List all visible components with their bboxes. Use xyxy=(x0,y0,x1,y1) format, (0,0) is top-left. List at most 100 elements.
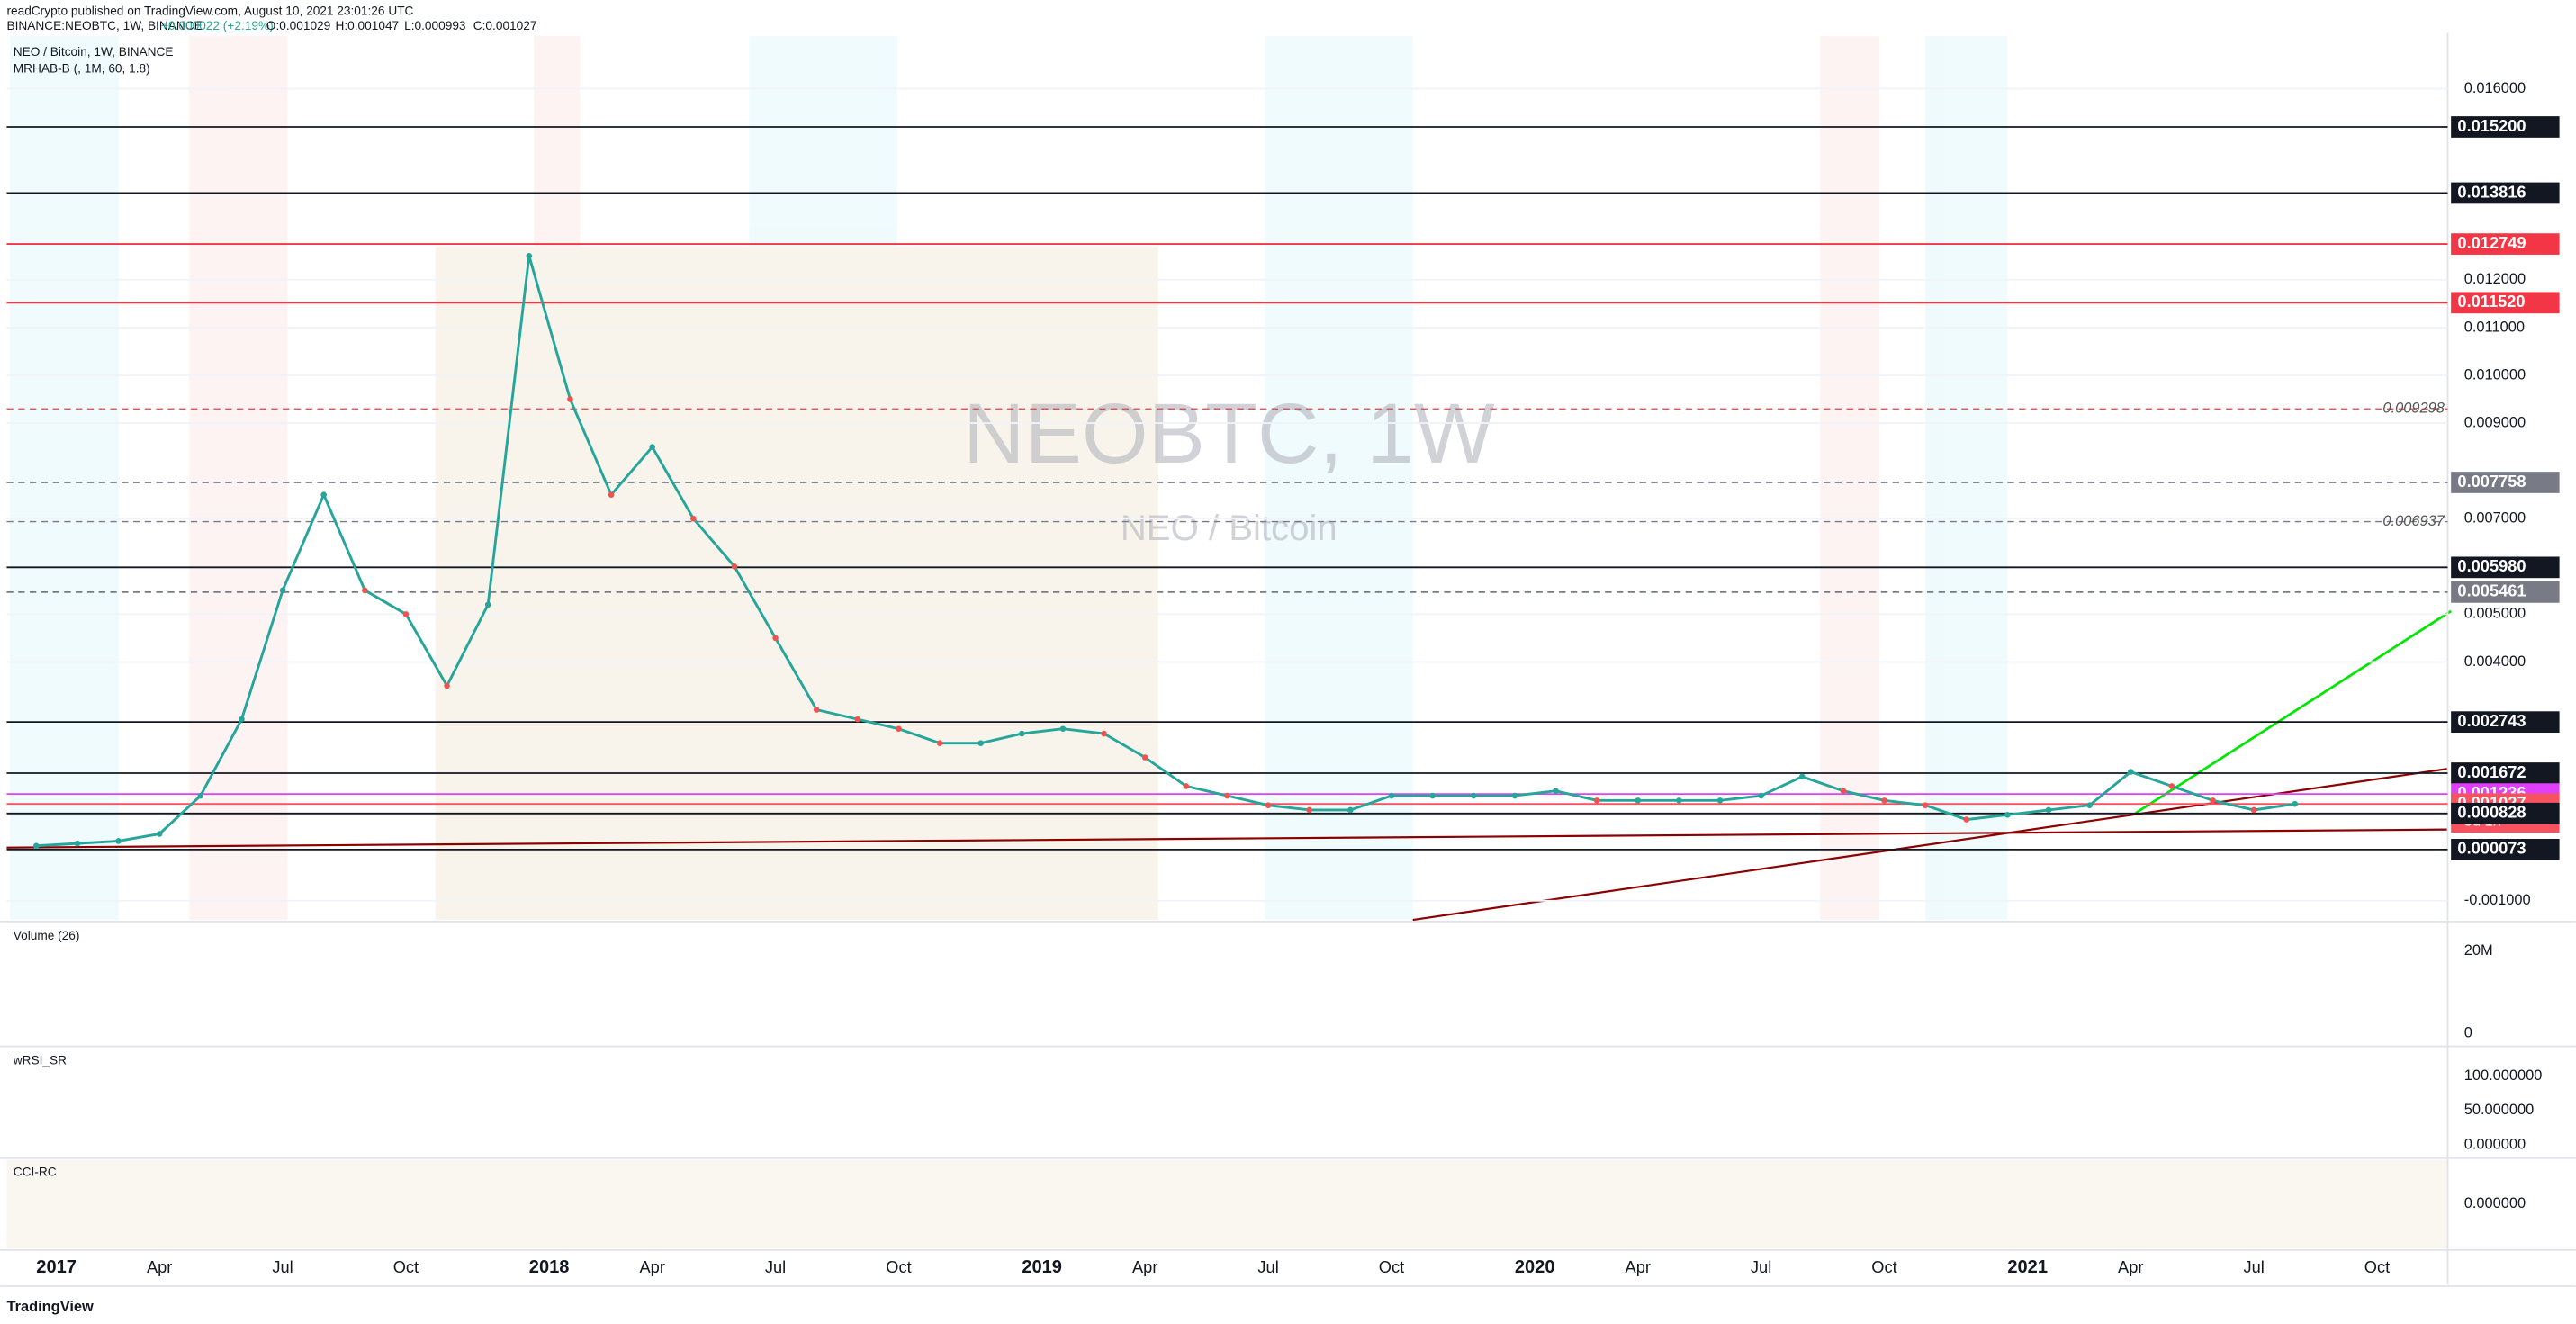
price-label: 0.015200 xyxy=(2457,116,2526,135)
price-point xyxy=(2045,806,2052,814)
price-point xyxy=(444,682,450,689)
price-label: 0.000073 xyxy=(2457,839,2526,858)
trendline xyxy=(2134,609,2452,815)
price-point xyxy=(608,491,615,498)
price-label-box xyxy=(2451,762,2560,784)
price-point xyxy=(2127,769,2134,775)
x-tick-label: Jul xyxy=(1257,1257,1278,1276)
pane-tick-label: 100.000000 xyxy=(2464,1067,2543,1084)
price-point xyxy=(731,563,738,570)
price-point xyxy=(1511,792,1518,799)
price-point xyxy=(854,716,861,723)
price-point xyxy=(813,707,820,713)
price-point xyxy=(1470,792,1477,799)
legend-indicator: MRHAB-B (, 1M, 60, 1.8) xyxy=(14,61,150,75)
x-tick-label: Oct xyxy=(1379,1257,1404,1276)
price-point xyxy=(362,587,368,594)
pane-tick-label: 50.000000 xyxy=(2464,1102,2535,1118)
pane-tick-label: 0.000000 xyxy=(2464,1136,2526,1152)
price-label: 0.007758 xyxy=(2457,472,2526,491)
price-label-box xyxy=(2451,233,2560,255)
price-point xyxy=(690,515,697,522)
price-point xyxy=(1676,797,1682,804)
price-label: 0.002743 xyxy=(2457,711,2526,730)
price-point xyxy=(1101,730,1107,737)
ohlc: L:0.000993 xyxy=(404,19,465,32)
y-tick-label: -0.001000 xyxy=(2464,892,2531,908)
price-label-box xyxy=(2451,116,2560,138)
price-label-box xyxy=(2451,556,2560,579)
pane-tick-label: 0.000000 xyxy=(2464,1195,2526,1211)
price-label: 0.012749 xyxy=(2457,233,2526,252)
x-tick-label: Apr xyxy=(1132,1257,1157,1276)
price-point xyxy=(772,635,779,642)
ohlc: C:0.001027 xyxy=(473,19,537,32)
price-label-box xyxy=(2451,292,2560,314)
price-point xyxy=(2004,811,2011,818)
cloud xyxy=(435,246,1158,921)
x-tick-label: Apr xyxy=(639,1257,664,1276)
price-point xyxy=(1306,806,1313,814)
price-point xyxy=(1429,792,1436,799)
pane-tick-label: 0 xyxy=(2464,1024,2472,1040)
price-point xyxy=(1758,792,1764,799)
price-point xyxy=(402,611,410,617)
price-point xyxy=(1798,773,1806,780)
x-tick-label: Jul xyxy=(1751,1257,1771,1276)
pane-tick-label: 20M xyxy=(2464,942,2493,959)
price-point xyxy=(1635,797,1642,804)
x-tick-label: 2017 xyxy=(36,1257,77,1277)
x-tick-label: Apr xyxy=(147,1257,172,1276)
price-label: 0.001672 xyxy=(2457,762,2526,781)
price-label-box xyxy=(2451,182,2560,204)
price-point xyxy=(1553,788,1559,795)
x-tick-label: 2021 xyxy=(2007,1257,2048,1277)
cci-bg xyxy=(6,1159,2448,1249)
x-tick-label: Jul xyxy=(2243,1257,2264,1276)
y-tick-label: 0.009000 xyxy=(2464,414,2526,430)
price-label: 0.005980 xyxy=(2457,556,2526,575)
price-point xyxy=(1593,797,1600,804)
price-point xyxy=(896,725,902,733)
x-tick-label: Oct xyxy=(1871,1257,1896,1276)
price-point xyxy=(279,587,286,594)
price-point xyxy=(2086,802,2093,808)
x-tick-label: Oct xyxy=(2364,1257,2390,1276)
ohlc: H:0.001047 xyxy=(335,19,399,32)
price-point xyxy=(2210,797,2216,804)
price-point xyxy=(239,716,245,723)
y-tick-label: 0.010000 xyxy=(2464,366,2526,383)
price-label: 0.009298 xyxy=(2382,401,2445,417)
band xyxy=(10,36,119,921)
price-point xyxy=(1881,797,1887,804)
price-label-box xyxy=(2451,838,2560,860)
y-tick-label: 0.004000 xyxy=(2464,653,2526,670)
x-tick-label: 2019 xyxy=(1022,1257,1062,1277)
price-point xyxy=(33,842,40,850)
price-point xyxy=(1059,725,1067,733)
price-point xyxy=(1347,806,1354,814)
price-point xyxy=(484,601,491,608)
price-point xyxy=(1224,792,1230,799)
price-point xyxy=(1141,754,1148,761)
price-label: 0.000828 xyxy=(2457,803,2526,822)
ohlc: O:0.001029 xyxy=(266,19,330,32)
price-line xyxy=(36,255,2295,848)
price-label: 0.005461 xyxy=(2457,581,2526,600)
legend-title: NEO / Bitcoin, 1W, BINANCE xyxy=(14,45,174,59)
x-tick-label: Oct xyxy=(393,1257,419,1276)
price-label-box xyxy=(2451,711,2560,734)
price-point xyxy=(1019,730,1025,737)
price-point xyxy=(1265,802,1272,808)
price-point xyxy=(1183,783,1190,789)
price-point xyxy=(649,444,655,450)
x-tick-label: Jul xyxy=(765,1257,786,1276)
price-point xyxy=(526,253,533,259)
price-label: 0.013816 xyxy=(2457,182,2526,201)
price-label-box xyxy=(2451,472,2560,493)
price-point xyxy=(1716,797,1724,804)
price-point xyxy=(2168,783,2175,789)
x-tick-label: 2020 xyxy=(1515,1257,1555,1277)
y-tick-label: 0.012000 xyxy=(2464,271,2526,287)
